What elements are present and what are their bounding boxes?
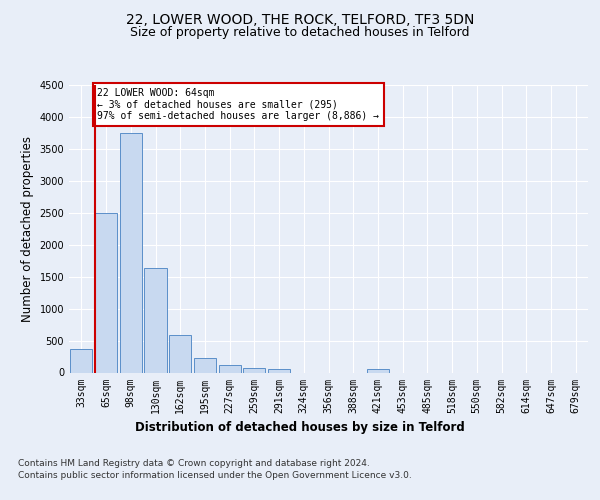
Bar — [70, 349, 92, 372]
Bar — [119, 133, 142, 372]
Text: Size of property relative to detached houses in Telford: Size of property relative to detached ho… — [130, 26, 470, 39]
Bar — [243, 368, 265, 372]
Bar — [218, 366, 241, 372]
Y-axis label: Number of detached properties: Number of detached properties — [21, 136, 34, 322]
Bar — [145, 268, 167, 372]
Bar — [95, 213, 117, 372]
Bar — [169, 335, 191, 372]
Text: Distribution of detached houses by size in Telford: Distribution of detached houses by size … — [135, 421, 465, 434]
Text: 22 LOWER WOOD: 64sqm
← 3% of detached houses are smaller (295)
97% of semi-detac: 22 LOWER WOOD: 64sqm ← 3% of detached ho… — [97, 88, 379, 122]
Text: Contains public sector information licensed under the Open Government Licence v3: Contains public sector information licen… — [18, 472, 412, 480]
Bar — [367, 368, 389, 372]
Text: Contains HM Land Registry data © Crown copyright and database right 2024.: Contains HM Land Registry data © Crown c… — [18, 460, 370, 468]
Text: 22, LOWER WOOD, THE ROCK, TELFORD, TF3 5DN: 22, LOWER WOOD, THE ROCK, TELFORD, TF3 5… — [126, 13, 474, 27]
Bar — [268, 370, 290, 372]
Bar — [194, 358, 216, 372]
